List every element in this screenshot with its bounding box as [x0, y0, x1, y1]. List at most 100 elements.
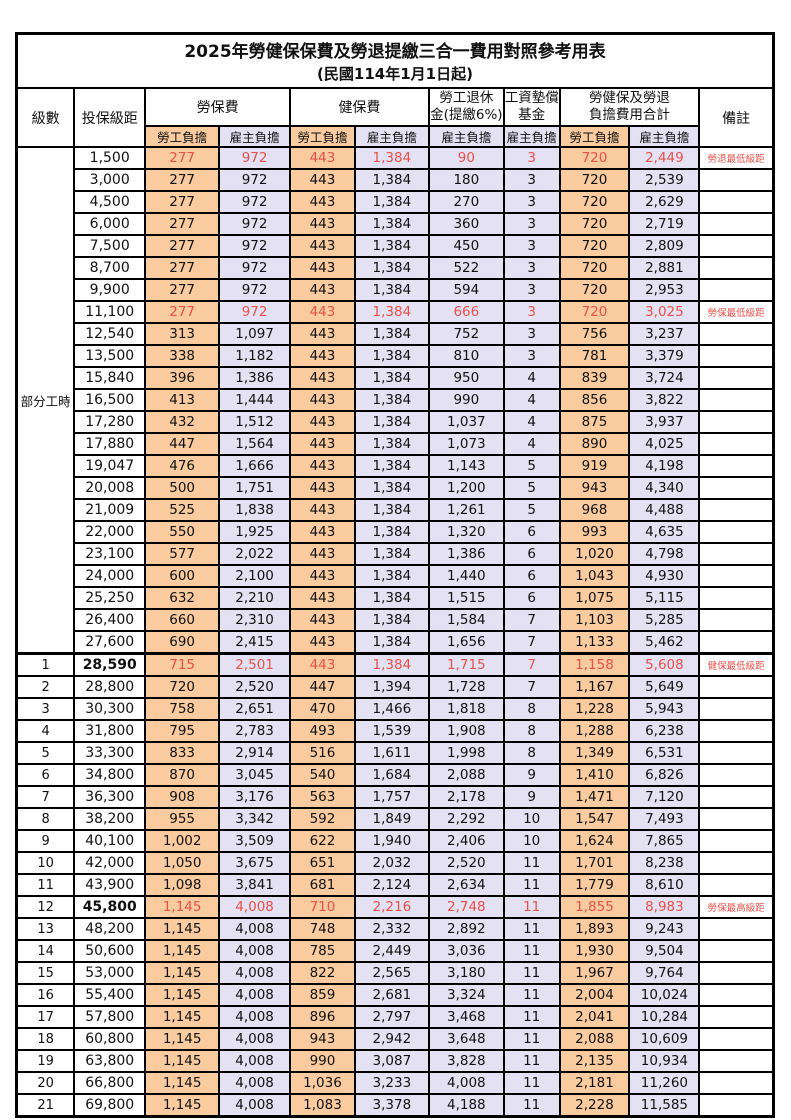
cell-level: 12 — [15, 895, 76, 919]
cell-labor-employee: 550 — [144, 520, 221, 544]
cell-health-employee: 443 — [289, 608, 356, 632]
cell-pension-employer: 1,715 — [427, 652, 505, 677]
cell-bracket: 20,008 — [73, 476, 147, 500]
table-row: 2 28,800 720 2,520 447 1,394 1,728 7 1,167 5,649 — [15, 675, 775, 699]
cell-bracket: 33,300 — [73, 741, 147, 765]
cell-total-employer: 2,881 — [628, 256, 701, 280]
cell-pension-employer: 270 — [427, 190, 505, 214]
cell-health-employee: 443 — [289, 366, 356, 390]
cell-labor-employer: 1,182 — [218, 344, 292, 368]
cell-health-employee: 1,036 — [289, 1071, 356, 1095]
cell-bracket: 6,000 — [73, 212, 147, 236]
cell-note — [698, 630, 775, 655]
cell-level: 21 — [15, 1093, 76, 1118]
cell-total-employer: 2,719 — [628, 212, 701, 236]
cell-arrears-employer: 8 — [502, 719, 561, 743]
cell-level: 20 — [15, 1071, 76, 1095]
cell-health-employer: 2,124 — [353, 873, 430, 897]
cell-total-employer: 8,983 — [628, 895, 701, 919]
cell-bracket: 24,000 — [73, 564, 147, 588]
cell-total-employer: 3,237 — [628, 322, 701, 346]
cell-arrears-employer: 11 — [502, 895, 561, 919]
cell-health-employer: 2,332 — [353, 917, 430, 941]
cell-total-employer: 3,822 — [628, 388, 701, 412]
cell-health-employer: 1,849 — [353, 807, 430, 831]
cell-arrears-employer: 11 — [502, 873, 561, 897]
cell-total-employee: 1,624 — [558, 829, 631, 853]
cell-health-employer: 1,384 — [353, 432, 430, 456]
cell-labor-employee: 955 — [144, 807, 221, 831]
cell-bracket: 42,000 — [73, 851, 147, 875]
subheader-pension-employer: 雇主負擔 — [427, 125, 505, 148]
cell-total-employer: 5,608 — [628, 652, 701, 677]
cell-labor-employer: 2,783 — [218, 719, 292, 743]
table-row: 18 60,800 1,145 4,008 943 2,942 3,648 11 2,088 10… — [15, 1027, 775, 1051]
cell-labor-employer: 4,008 — [218, 1093, 292, 1118]
cell-health-employee: 443 — [289, 586, 356, 610]
cell-note — [698, 697, 775, 721]
cell-total-employee: 1,893 — [558, 917, 631, 941]
cell-labor-employee: 313 — [144, 322, 221, 346]
cell-pension-employer: 90 — [427, 146, 505, 170]
cell-note — [698, 190, 775, 214]
cell-health-employee: 563 — [289, 785, 356, 809]
cell-health-employer: 1,611 — [353, 741, 430, 765]
pension-header-line1: 勞工退休 — [439, 90, 494, 107]
cell-level: 18 — [15, 1027, 76, 1051]
subheader-labor-employee: 勞工負擔 — [144, 125, 221, 148]
cell-note — [698, 608, 775, 632]
cell-note — [698, 741, 775, 765]
cell-total-employee: 720 — [558, 146, 631, 170]
cell-health-employer: 1,384 — [353, 146, 430, 170]
cell-total-employee: 720 — [558, 212, 631, 236]
cell-health-employee: 681 — [289, 873, 356, 897]
cell-arrears-employer: 5 — [502, 476, 561, 500]
cell-total-employer: 7,120 — [628, 785, 701, 809]
cell-pension-employer: 2,406 — [427, 829, 505, 853]
cell-level: 5 — [15, 741, 76, 765]
table-row: 26,400 660 2,310 443 1,384 1,584 7 1,103 5,285 — [17, 608, 775, 632]
cell-labor-employer: 1,512 — [218, 410, 292, 434]
table-row: 16,500 413 1,444 443 1,384 990 4 856 3,822 — [17, 388, 775, 412]
cell-arrears-employer: 11 — [502, 983, 561, 1007]
cell-bracket: 60,800 — [73, 1027, 147, 1051]
cell-labor-employee: 277 — [144, 300, 221, 324]
cell-note — [698, 851, 775, 875]
table-row: 20 66,800 1,145 4,008 1,036 3,233 4,008 11 2,181… — [15, 1071, 775, 1095]
cell-total-employee: 1,228 — [558, 697, 631, 721]
cell-arrears-employer: 3 — [502, 234, 561, 258]
cell-total-employee: 720 — [558, 300, 631, 324]
cell-health-employer: 1,384 — [353, 586, 430, 610]
cell-pension-employer: 1,728 — [427, 675, 505, 699]
cell-labor-employee: 277 — [144, 168, 221, 192]
cell-labor-employer: 972 — [218, 190, 292, 214]
cell-level: 9 — [15, 829, 76, 853]
cell-labor-employer: 972 — [218, 212, 292, 236]
cell-note — [698, 917, 775, 941]
cell-labor-employee: 277 — [144, 190, 221, 214]
cell-bracket: 12,540 — [73, 322, 147, 346]
cell-total-employer: 10,284 — [628, 1005, 701, 1029]
cell-labor-employer: 2,022 — [218, 542, 292, 566]
cell-labor-employer: 4,008 — [218, 939, 292, 963]
cell-note — [698, 961, 775, 985]
table-row: 11 43,900 1,098 3,841 681 2,124 2,634 11 1,779 8,… — [15, 873, 775, 897]
cell-labor-employee: 277 — [144, 212, 221, 236]
cell-arrears-employer: 3 — [502, 344, 561, 368]
cell-labor-employer: 4,008 — [218, 895, 292, 919]
cell-total-employer: 7,865 — [628, 829, 701, 853]
cell-arrears-employer: 4 — [502, 366, 561, 390]
cell-note — [698, 939, 775, 963]
cell-total-employer: 9,504 — [628, 939, 701, 963]
cell-health-employer: 1,384 — [353, 278, 430, 302]
cell-bracket: 43,900 — [73, 873, 147, 897]
cell-health-employer: 2,032 — [353, 851, 430, 875]
table-row: 15 53,000 1,145 4,008 822 2,565 3,180 11 1,967 9,… — [15, 961, 775, 985]
cell-bracket: 31,800 — [73, 719, 147, 743]
col-header-bracket: 投保級距 — [73, 87, 147, 148]
cell-total-employer: 3,379 — [628, 344, 701, 368]
cell-total-employer: 10,609 — [628, 1027, 701, 1051]
pension-header-line2: 金(提繳6%) — [430, 107, 503, 123]
cell-arrears-employer: 11 — [502, 1093, 561, 1118]
cell-health-employer: 1,384 — [353, 322, 430, 346]
